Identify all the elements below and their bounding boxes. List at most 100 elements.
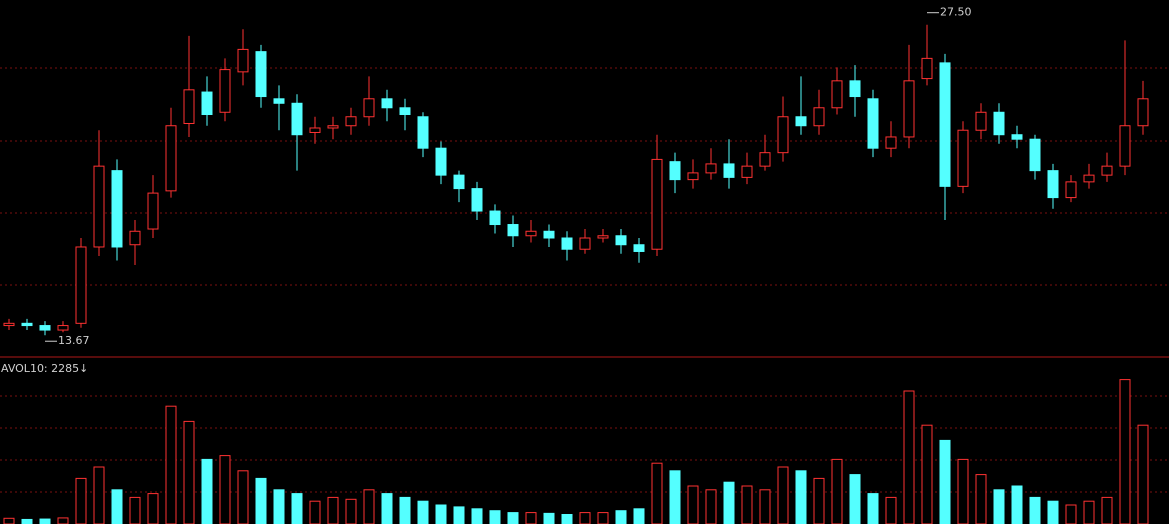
- volume-bar: [471, 508, 483, 524]
- candle-body: [165, 125, 177, 192]
- candle-body: [363, 98, 375, 118]
- max-label: 27.50: [940, 6, 972, 19]
- candle-body: [1029, 138, 1041, 172]
- volume-bar: [39, 518, 51, 524]
- volume-bar: [309, 500, 321, 524]
- candle-body: [885, 136, 897, 149]
- candle-body: [831, 80, 843, 109]
- volume-bar: [741, 485, 753, 524]
- candle-body: [1119, 125, 1131, 167]
- volume-bar: [489, 510, 501, 524]
- volume-bar: [111, 489, 123, 524]
- candle-body: [723, 163, 735, 178]
- volume-bar: [1011, 485, 1023, 524]
- volume-bar: [273, 489, 285, 524]
- candle-body: [345, 116, 357, 127]
- volume-bar: [129, 496, 141, 524]
- volume-bar: [57, 517, 69, 524]
- volume-bar: [795, 470, 807, 524]
- candle-body: [939, 62, 951, 187]
- candle-body: [75, 246, 87, 324]
- volume-bar: [399, 496, 411, 524]
- candle-body: [57, 325, 69, 331]
- candle-body: [651, 158, 663, 250]
- volume-bar: [363, 489, 375, 524]
- candle-body: [1137, 98, 1149, 127]
- volume-bar: [1101, 496, 1113, 524]
- candle-body: [489, 210, 501, 226]
- candle-body: [453, 174, 465, 190]
- volume-bar: [921, 424, 933, 524]
- candle-body: [525, 230, 537, 237]
- volume-bar: [993, 489, 1005, 524]
- volume-bar: [525, 512, 537, 524]
- candle-body: [705, 163, 717, 174]
- volume-bar: [597, 512, 609, 524]
- candle-body: [507, 224, 519, 237]
- candle-body: [849, 80, 861, 98]
- candle-body: [1047, 170, 1059, 199]
- volume-bar: [651, 462, 663, 524]
- candle-body: [561, 237, 573, 250]
- candle-body: [1011, 134, 1023, 140]
- candle-body: [1083, 174, 1095, 183]
- candle-body: [93, 165, 105, 248]
- candle-body: [129, 230, 141, 246]
- candle-body: [219, 69, 231, 113]
- candle-body: [147, 192, 159, 230]
- volume-bar: [903, 390, 915, 524]
- volume-bar: [633, 508, 645, 524]
- candle-body: [1101, 165, 1113, 176]
- volume-bar: [1137, 424, 1149, 524]
- candle-body: [633, 244, 645, 252]
- volume-bar: [507, 512, 519, 524]
- candle-body: [273, 98, 285, 104]
- candle-body: [921, 57, 933, 80]
- candle-body: [471, 188, 483, 212]
- volume-bar: [975, 474, 987, 524]
- volume-bar: [579, 512, 591, 524]
- volume-bar: [453, 506, 465, 524]
- volume-bar: [723, 481, 735, 524]
- volume-bar: [759, 489, 771, 524]
- candle-body: [741, 165, 753, 178]
- candle-body: [309, 127, 321, 133]
- volume-bar: [867, 493, 879, 524]
- candle-body: [759, 152, 771, 167]
- volume-bar: [183, 420, 195, 524]
- volume-bar: [291, 493, 303, 524]
- candle-body: [291, 102, 303, 136]
- candle-body: [417, 116, 429, 149]
- candle-body: [975, 111, 987, 131]
- candle-body: [201, 91, 213, 116]
- candle-body: [255, 51, 267, 98]
- volume-title: AVOL10: 2285↓: [1, 362, 88, 375]
- volume-bar: [885, 496, 897, 524]
- volume-bar: [255, 477, 267, 524]
- candle-body: [579, 237, 591, 250]
- volume-bar: [1029, 496, 1041, 524]
- candle-body: [111, 170, 123, 248]
- candle-body: [867, 98, 879, 149]
- candle-body: [39, 325, 51, 331]
- volume-bar: [939, 439, 951, 524]
- candle-body: [399, 107, 411, 116]
- candle-body: [795, 116, 807, 127]
- volume-bar: [201, 458, 213, 524]
- volume-bar: [327, 496, 339, 524]
- candle-body: [903, 80, 915, 138]
- volume-bar: [147, 493, 159, 524]
- volume-bar: [93, 466, 105, 524]
- volume-bar: [165, 405, 177, 524]
- volume-bar: [615, 510, 627, 524]
- volume-bar: [1065, 504, 1077, 524]
- candle-body: [687, 172, 699, 181]
- candle-body: [237, 48, 249, 73]
- candle-body: [435, 147, 447, 176]
- volume-bar: [543, 512, 555, 524]
- candle-body: [669, 161, 681, 181]
- candle-body: [1065, 181, 1077, 199]
